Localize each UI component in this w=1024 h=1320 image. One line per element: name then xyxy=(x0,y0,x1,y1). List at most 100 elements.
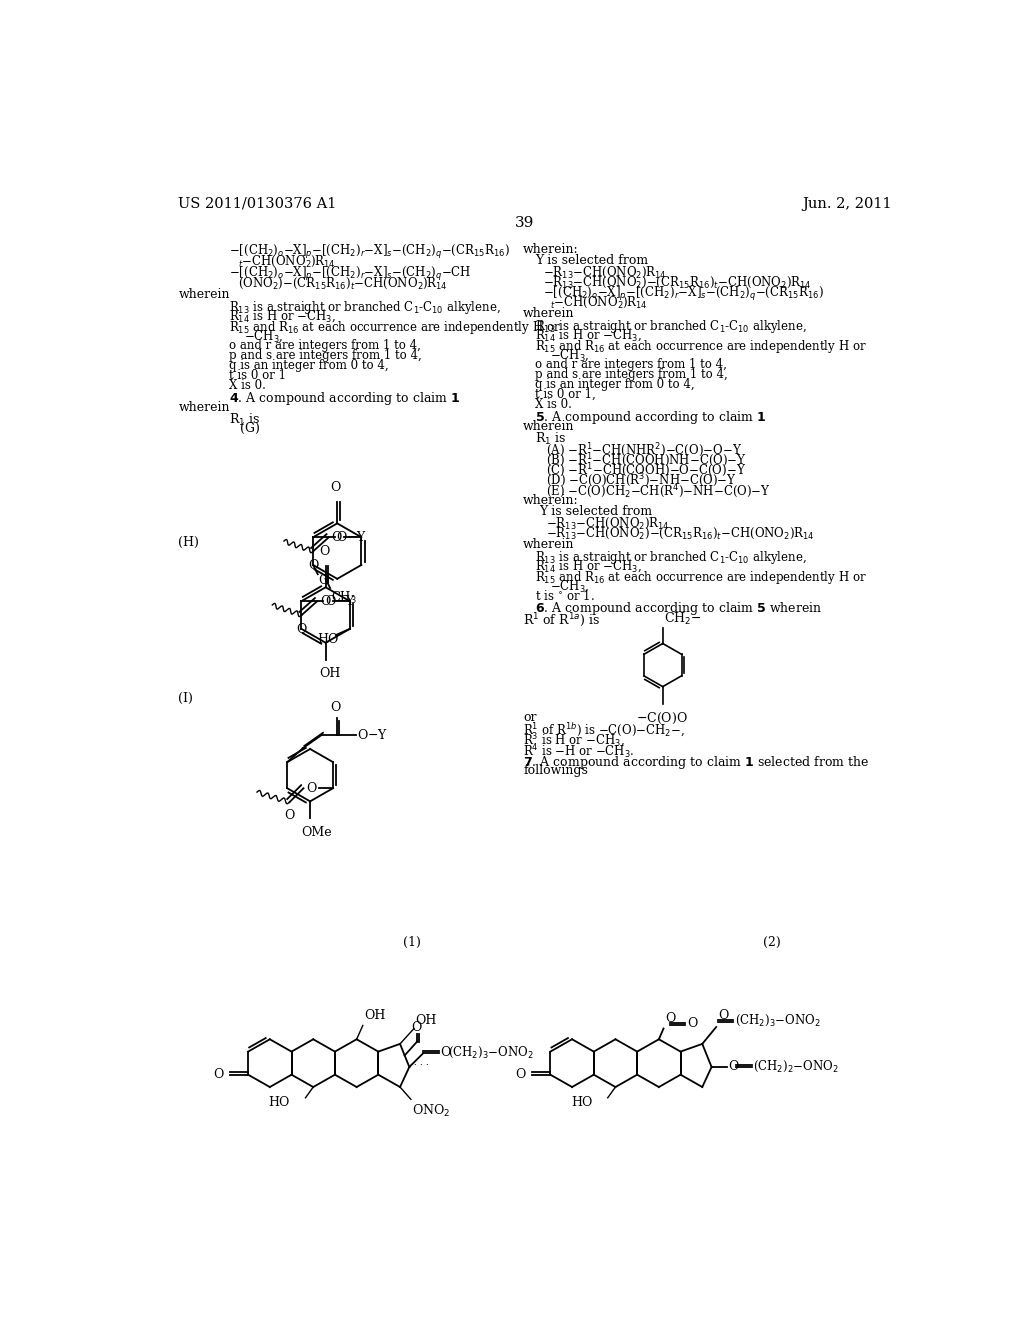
Text: p and s are integers from 1 to 4,: p and s are integers from 1 to 4, xyxy=(535,368,728,381)
Text: o and r are integers from 1 to 4,: o and r are integers from 1 to 4, xyxy=(228,339,421,351)
Text: $\mathbf{6}$. A compound according to claim $\mathbf{5}$ wherein: $\mathbf{6}$. A compound according to cl… xyxy=(535,601,822,618)
Text: R$_{15}$ and R$_{16}$ at each occurrence are independently H or: R$_{15}$ and R$_{16}$ at each occurrence… xyxy=(535,569,866,586)
Text: CH$_3$: CH$_3$ xyxy=(331,590,356,606)
Text: US 2011/0130376 A1: US 2011/0130376 A1 xyxy=(178,197,337,211)
Text: wherein: wherein xyxy=(523,308,574,319)
Text: R$_{13}$ is a straight or branched C$_1$-C$_{10}$ alkylene,: R$_{13}$ is a straight or branched C$_1$… xyxy=(535,549,807,566)
Text: Y is selected from: Y is selected from xyxy=(535,253,648,267)
Text: R$_1$ is: R$_1$ is xyxy=(535,430,566,447)
Text: O$-$Y: O$-$Y xyxy=(325,594,355,609)
Text: o and r are integers from 1 to 4,: o and r are integers from 1 to 4, xyxy=(535,358,727,371)
Text: $-$CH$_3$,: $-$CH$_3$, xyxy=(245,329,284,345)
Text: R$^3$ is H or $-$CH$_3$,: R$^3$ is H or $-$CH$_3$, xyxy=(523,733,625,750)
Text: R$_{13}$ is a straight or branched C$_1$-C$_{10}$ alkylene,: R$_{13}$ is a straight or branched C$_1$… xyxy=(228,298,501,315)
Text: $\cdot\cdot\cdot\cdot$: $\cdot\cdot\cdot\cdot$ xyxy=(409,1059,428,1068)
Text: O: O xyxy=(318,545,330,558)
Text: wherein:: wherein: xyxy=(523,243,579,256)
Text: O: O xyxy=(213,1068,223,1081)
Text: (G): (G) xyxy=(241,422,260,434)
Text: Y is selected from: Y is selected from xyxy=(539,506,652,517)
Text: (CH$_2$)$_3$$-$ONO$_2$: (CH$_2$)$_3$$-$ONO$_2$ xyxy=(735,1014,820,1028)
Text: p and s are integers from 1 to 4,: p and s are integers from 1 to 4, xyxy=(228,348,422,362)
Text: (B) $-$R$^1$$-$CH(COOH)NH$-$C(O)$-$Y: (B) $-$R$^1$$-$CH(COOH)NH$-$C(O)$-$Y xyxy=(547,451,748,470)
Text: $-$C(O)O: $-$C(O)O xyxy=(636,711,687,726)
Text: R$_{14}$ is H or $-$CH$_3$,: R$_{14}$ is H or $-$CH$_3$, xyxy=(535,558,642,574)
Text: $-$[(CH$_2$)$_o$$-$X]$_p$$-$[(CH$_2$)$_r$$-$X]$_s$$-$(CH$_2$)$_q$$-$(CR$_{15}$R$: $-$[(CH$_2$)$_o$$-$X]$_p$$-$[(CH$_2$)$_r… xyxy=(228,243,510,261)
Text: $-$R$_{13}$$-$CH(ONO$_2$)$-$(CR$_{15}$R$_{16}$)$_t$$-$CH(ONO$_2$)R$_{14}$: $-$R$_{13}$$-$CH(ONO$_2$)$-$(CR$_{15}$R$… xyxy=(543,275,811,290)
Text: t is $^{\circ}$ or 1.: t is $^{\circ}$ or 1. xyxy=(535,589,595,603)
Text: t is 0 or 1: t is 0 or 1 xyxy=(228,368,286,381)
Text: (E) $-$C(O)CH$_2$$-$CH(R$^4$)$-$NH$-$C(O)$-$Y: (E) $-$C(O)CH$_2$$-$CH(R$^4$)$-$NH$-$C(O… xyxy=(547,482,771,499)
Text: 39: 39 xyxy=(515,216,535,230)
Text: q is an integer from 0 to 4,: q is an integer from 0 to 4, xyxy=(228,359,388,372)
Text: OMe: OMe xyxy=(301,826,332,840)
Text: wherein: wherein xyxy=(178,288,229,301)
Text: wherein: wherein xyxy=(178,401,229,414)
Text: R$^4$ is $-$H or $-$CH$_3$.: R$^4$ is $-$H or $-$CH$_3$. xyxy=(523,742,635,760)
Text: (C) $-$R$^1$$-$CH(COOH)$-$O$-$C(O)$-$Y: (C) $-$R$^1$$-$CH(COOH)$-$O$-$C(O)$-$Y xyxy=(547,462,746,479)
Text: Jun. 2, 2011: Jun. 2, 2011 xyxy=(802,197,892,211)
Text: wherein: wherein xyxy=(523,539,574,550)
Text: O: O xyxy=(687,1018,697,1031)
Text: $\mathbf{5}$. A compound according to claim $\mathbf{1}$: $\mathbf{5}$. A compound according to cl… xyxy=(535,409,766,426)
Text: wherein: wherein xyxy=(523,420,574,433)
Text: O: O xyxy=(308,558,318,572)
Text: (A) $-$R$^1$$-$CH(NHR$^2$)$-$C(O)$-$O$-$Y: (A) $-$R$^1$$-$CH(NHR$^2$)$-$C(O)$-$O$-$… xyxy=(547,442,742,459)
Text: O: O xyxy=(515,1068,525,1081)
Text: X is 0.: X is 0. xyxy=(535,397,571,411)
Text: O: O xyxy=(306,781,316,795)
Text: $-$[(CH$_2$)$_o$$-$X]$_p$$-$[(CH$_2$)$_r$$-$X]$_s$$-$(CH$_2$)$_q$$-$CH: $-$[(CH$_2$)$_o$$-$X]$_p$$-$[(CH$_2$)$_r… xyxy=(228,264,471,282)
Text: R$_{14}$ is H or $-$CH$_3$,: R$_{14}$ is H or $-$CH$_3$, xyxy=(535,327,642,343)
Text: $-$CH$_3$,: $-$CH$_3$, xyxy=(550,579,590,594)
Text: ONO$_2$: ONO$_2$ xyxy=(413,1102,451,1118)
Text: CH$_2$$-$: CH$_2$$-$ xyxy=(665,610,701,627)
Text: (H): (H) xyxy=(178,536,200,549)
Text: $-$R$_{13}$$-$CH(ONO$_2$)$-$(CR$_{15}$R$_{16}$)$_t$$-$CH(ONO$_2$)R$_{14}$: $-$R$_{13}$$-$CH(ONO$_2$)$-$(CR$_{15}$R$… xyxy=(547,525,815,541)
Text: (1): (1) xyxy=(403,936,421,949)
Text: O: O xyxy=(285,809,295,822)
Text: (I): (I) xyxy=(178,692,194,705)
Text: O: O xyxy=(331,480,341,494)
Text: HO: HO xyxy=(268,1096,290,1109)
Text: O: O xyxy=(318,574,329,587)
Text: O: O xyxy=(665,1012,676,1026)
Text: $_t$$-$CH(ONO$_2$)R$_{14}$: $_t$$-$CH(ONO$_2$)R$_{14}$ xyxy=(550,294,648,310)
Text: OH: OH xyxy=(416,1014,437,1027)
Text: R$_{13}$ is a straight or branched C$_1$-C$_{10}$ alkylene,: R$_{13}$ is a straight or branched C$_1$… xyxy=(535,318,807,335)
Text: OH: OH xyxy=(365,1010,386,1022)
Text: O$-$Y: O$-$Y xyxy=(357,729,388,742)
Text: (CH$_2$)$_3$$-$ONO$_2$: (CH$_2$)$_3$$-$ONO$_2$ xyxy=(449,1044,534,1060)
Text: O: O xyxy=(330,701,341,714)
Text: t is 0 or 1,: t is 0 or 1, xyxy=(535,388,596,401)
Text: R$^1$ of R$^{1a}$) is: R$^1$ of R$^{1a}$) is xyxy=(523,611,600,628)
Text: or: or xyxy=(523,711,537,725)
Text: X is 0.: X is 0. xyxy=(228,379,265,392)
Text: O: O xyxy=(297,623,307,636)
Text: O: O xyxy=(332,531,342,544)
Text: O: O xyxy=(440,1045,451,1059)
Text: (ONO$_2$)$-$(CR$_{15}$R$_{16}$)$_t$$-$CH(ONO$_2$)R$_{14}$: (ONO$_2$)$-$(CR$_{15}$R$_{16}$)$_t$$-$CH… xyxy=(238,276,447,290)
Text: followings: followings xyxy=(523,764,588,777)
Text: HO: HO xyxy=(570,1096,592,1109)
Text: R$^1$ of R$^{1b}$) is $-$C(O)$-$CH$_2$$-$,: R$^1$ of R$^{1b}$) is $-$C(O)$-$CH$_2$$-… xyxy=(523,722,685,739)
Text: (D) $-$C(O)CH(R$^3$)$-$NH$-$C(O)$-$Y: (D) $-$C(O)CH(R$^3$)$-$NH$-$C(O)$-$Y xyxy=(547,471,737,490)
Text: O: O xyxy=(718,1010,728,1022)
Text: wherein:: wherein: xyxy=(523,494,579,507)
Text: O: O xyxy=(411,1020,422,1034)
Text: $-$R$_{13}$$-$CH(ONO$_2$)R$_{14}$: $-$R$_{13}$$-$CH(ONO$_2$)R$_{14}$ xyxy=(543,264,666,280)
Text: HO: HO xyxy=(317,634,339,647)
Text: $-$R$_{13}$$-$CH(ONO$_2$)R$_{14}$: $-$R$_{13}$$-$CH(ONO$_2$)R$_{14}$ xyxy=(547,516,670,531)
Text: R$_{15}$ and R$_{16}$ at each occurrence are independently H or: R$_{15}$ and R$_{16}$ at each occurrence… xyxy=(535,338,866,355)
Text: $-$CH$_3$,: $-$CH$_3$, xyxy=(550,348,590,363)
Text: $\mathbf{4}$. A compound according to claim $\mathbf{1}$: $\mathbf{4}$. A compound according to cl… xyxy=(228,391,460,407)
Text: O$-$Y: O$-$Y xyxy=(336,531,368,544)
Text: $\mathbf{7}$. A compound according to claim $\mathbf{1}$ selected from the: $\mathbf{7}$. A compound according to cl… xyxy=(523,754,869,771)
Text: (CH$_2$)$_2$$-$ONO$_2$: (CH$_2$)$_2$$-$ONO$_2$ xyxy=(754,1059,840,1074)
Text: O: O xyxy=(729,1060,739,1073)
Text: O: O xyxy=(319,594,330,607)
Text: R$_{15}$ and R$_{16}$ at each occurrence are independently H or: R$_{15}$ and R$_{16}$ at each occurrence… xyxy=(228,318,560,335)
Text: $_t$$-$CH(ONO$_2$)R$_{14}$: $_t$$-$CH(ONO$_2$)R$_{14}$ xyxy=(238,253,336,269)
Text: R$_1$ is: R$_1$ is xyxy=(228,412,260,428)
Text: $-$[(CH$_2$)$_o$$-$X]$_p$$-$[(CH$_2$)$_r$$-$X]$_s$$-$(CH$_2$)$_q$$-$(CR$_{15}$R$: $-$[(CH$_2$)$_o$$-$X]$_p$$-$[(CH$_2$)$_r… xyxy=(543,285,823,302)
Text: OH: OH xyxy=(319,668,341,680)
